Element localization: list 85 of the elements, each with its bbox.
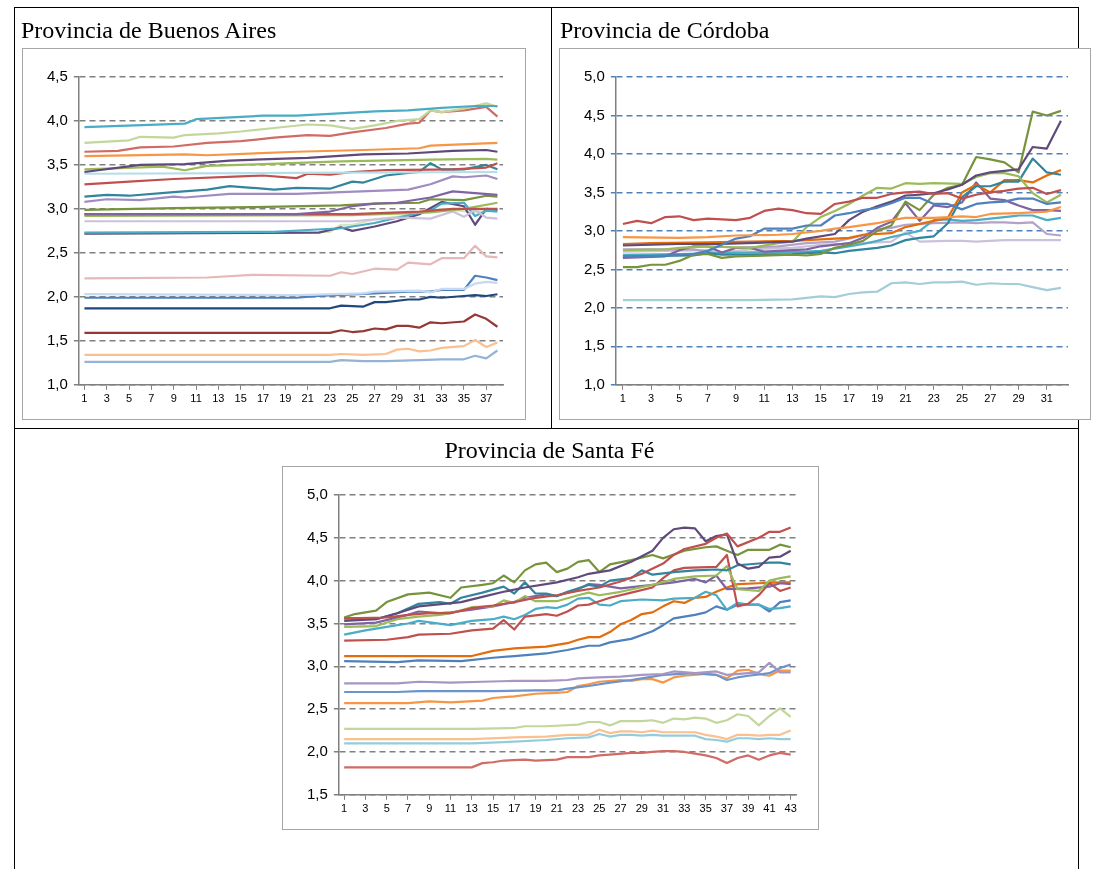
x-tick-label: 21 bbox=[550, 802, 563, 815]
y-tick-label: 4,5 bbox=[46, 67, 68, 85]
x-tick-label: 1 bbox=[341, 802, 348, 815]
y-tick-label: 3,0 bbox=[583, 221, 605, 239]
y-tick-label: 2,0 bbox=[46, 287, 68, 304]
x-tick-label: 37 bbox=[720, 802, 734, 815]
x-tick-label: 13 bbox=[786, 392, 799, 405]
y-tick-label: 4,5 bbox=[583, 105, 605, 123]
x-tick-label: 7 bbox=[704, 392, 711, 405]
y-tick-label: 4,0 bbox=[46, 111, 68, 129]
x-tick-label: 9 bbox=[426, 802, 433, 815]
x-tick-label: 41 bbox=[763, 802, 776, 815]
x-tick-label: 25 bbox=[593, 802, 606, 815]
x-tick-label: 43 bbox=[784, 802, 797, 815]
y-tick-label: 1,5 bbox=[46, 330, 68, 348]
x-tick-label: 29 bbox=[390, 392, 404, 405]
x-tick-label: 31 bbox=[413, 392, 426, 405]
x-tick-label: 21 bbox=[301, 392, 314, 405]
chart-title: Provincia de Santa Fé bbox=[443, 436, 656, 464]
x-tick-label: 23 bbox=[323, 392, 337, 405]
chart-title: Provincia de Córdoba bbox=[560, 16, 771, 44]
x-tick-label: 19 bbox=[871, 392, 884, 405]
x-tick-label: 23 bbox=[571, 802, 585, 815]
y-tick-label: 5,0 bbox=[583, 67, 605, 85]
x-tick-label: 7 bbox=[404, 802, 412, 815]
x-tick-label: 35 bbox=[457, 392, 471, 405]
y-tick-label: 1,0 bbox=[46, 374, 68, 392]
y-tick-label: 4,0 bbox=[583, 144, 605, 162]
x-tick-label: 19 bbox=[279, 392, 292, 405]
y-tick-label: 2,5 bbox=[583, 259, 605, 277]
x-tick-label: 39 bbox=[742, 802, 755, 815]
x-tick-label: 23 bbox=[927, 392, 940, 405]
x-tick-label: 3 bbox=[103, 392, 110, 405]
x-tick-label: 3 bbox=[648, 392, 655, 405]
x-tick-label: 15 bbox=[234, 392, 247, 405]
y-tick-label: 3,5 bbox=[306, 613, 328, 631]
x-tick-label: 27 bbox=[368, 392, 381, 405]
x-tick-label: 31 bbox=[656, 802, 670, 815]
x-tick-label: 17 bbox=[508, 802, 521, 815]
x-tick-label: 33 bbox=[435, 392, 448, 405]
x-tick-label: 17 bbox=[842, 392, 856, 405]
y-tick-label: 2,0 bbox=[306, 742, 328, 760]
x-tick-label: 29 bbox=[1012, 392, 1025, 405]
x-tick-label: 13 bbox=[212, 392, 225, 405]
x-tick-label: 11 bbox=[758, 392, 770, 405]
y-tick-label: 2,5 bbox=[46, 243, 68, 261]
x-tick-label: 7 bbox=[148, 392, 155, 405]
x-tick-label: 25 bbox=[346, 392, 359, 405]
x-tick-label: 21 bbox=[899, 392, 912, 405]
y-tick-label: 4,0 bbox=[306, 570, 328, 588]
x-tick-label: 15 bbox=[486, 802, 500, 815]
x-tick-label: 11 bbox=[190, 392, 202, 405]
x-tick-label: 9 bbox=[170, 392, 177, 405]
x-tick-label: 25 bbox=[955, 392, 969, 405]
y-tick-label: 5,0 bbox=[306, 485, 328, 503]
x-tick-label: 15 bbox=[814, 392, 827, 405]
y-tick-label: 4,5 bbox=[306, 527, 328, 545]
x-tick-label: 35 bbox=[699, 802, 712, 815]
y-tick-label: 3,5 bbox=[46, 155, 68, 173]
x-tick-label: 3 bbox=[362, 802, 369, 815]
x-tick-label: 5 bbox=[126, 392, 133, 405]
x-tick-label: 13 bbox=[465, 802, 478, 815]
y-tick-label: 3,5 bbox=[583, 182, 605, 200]
x-tick-label: 29 bbox=[635, 802, 648, 815]
x-tick-label: 9 bbox=[732, 392, 740, 405]
x-tick-label: 5 bbox=[383, 802, 390, 815]
y-tick-label: 2,5 bbox=[306, 699, 328, 717]
x-tick-label: 37 bbox=[480, 392, 493, 405]
x-tick-label: 11 bbox=[444, 802, 457, 815]
x-tick-label: 1 bbox=[619, 392, 626, 405]
y-tick-label: 1,5 bbox=[306, 784, 328, 802]
x-tick-label: 19 bbox=[529, 802, 542, 815]
x-tick-label: 17 bbox=[256, 392, 270, 405]
y-tick-label: 1,5 bbox=[583, 336, 605, 354]
x-tick-label: 27 bbox=[614, 802, 627, 815]
y-tick-label: 3,0 bbox=[306, 656, 328, 674]
x-tick-label: 33 bbox=[678, 802, 691, 815]
x-tick-label: 31 bbox=[1040, 392, 1053, 405]
x-tick-label: 27 bbox=[984, 392, 997, 405]
y-tick-label: 3,0 bbox=[46, 199, 68, 217]
chart-title: Provincia de Buenos Aires bbox=[21, 16, 278, 44]
y-tick-label: 2,0 bbox=[583, 297, 605, 315]
x-tick-label: 5 bbox=[676, 392, 683, 405]
y-tick-label: 1,0 bbox=[583, 374, 605, 392]
x-tick-label: 1 bbox=[81, 392, 88, 405]
